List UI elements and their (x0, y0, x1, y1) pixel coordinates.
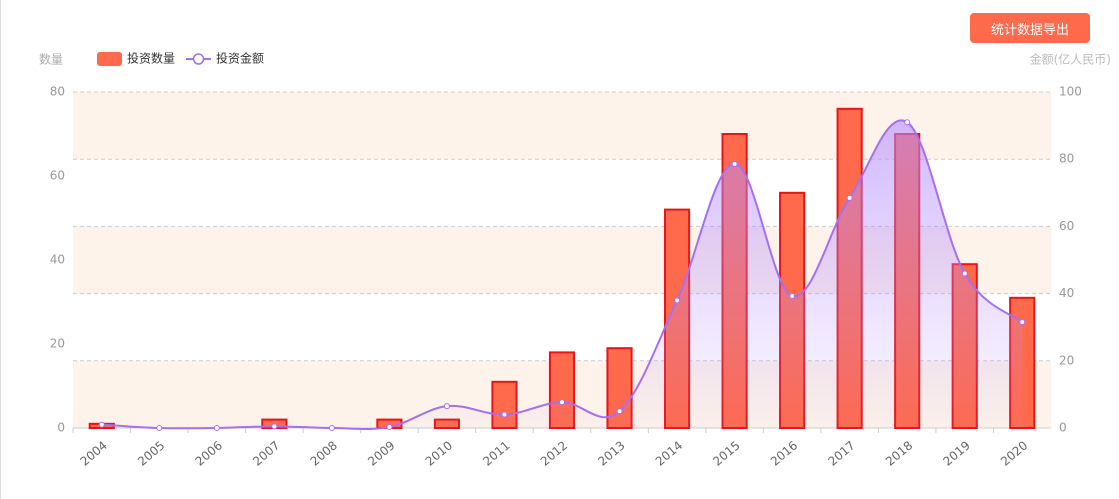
line (101, 119, 1023, 431)
point (156, 425, 163, 431)
x-tick-label: 2010 (423, 438, 455, 468)
point (98, 421, 105, 428)
legend-swatch (97, 52, 122, 66)
x-tick-label: 2012 (538, 438, 570, 468)
y2-tick-label: 60 (1059, 219, 1074, 233)
x-tick-label: 2008 (308, 438, 340, 468)
y2-tick-label: 0 (1059, 421, 1067, 435)
y-tick-label: 60 (50, 169, 65, 183)
x-tick-label: 2017 (825, 438, 857, 468)
y-axis-title: 数量 (39, 52, 63, 67)
point (559, 399, 565, 406)
point (271, 423, 278, 430)
x-tick-label: 2009 (365, 438, 397, 468)
point (731, 160, 738, 167)
y2-tick-label: 100 (1059, 85, 1082, 99)
point (1019, 319, 1026, 326)
x-tick-label: 2007 (250, 438, 282, 468)
y-tick-label: 40 (50, 253, 65, 267)
y2-tick-label: 80 (1059, 152, 1074, 166)
point (616, 408, 623, 415)
x-tick-label: 2020 (998, 438, 1030, 468)
y-tick-label: 20 (50, 337, 65, 351)
point (846, 194, 853, 201)
point (328, 425, 335, 431)
x-tick-label: 2004 (78, 438, 110, 468)
x-tick-label: 2011 (480, 438, 512, 468)
point (789, 292, 796, 299)
point (961, 270, 968, 277)
x-tick-label: 2014 (653, 438, 685, 468)
x-tick-label: 2013 (595, 438, 627, 468)
y2-tick-label: 40 (1059, 286, 1074, 300)
y-tick-label: 0 (57, 421, 65, 435)
x-tick-label: 2015 (710, 438, 742, 468)
legend-label: 投资数量 (127, 51, 175, 66)
x-tick-label: 2005 (135, 438, 167, 468)
point (674, 297, 681, 304)
x-tick-label: 2006 (193, 438, 225, 468)
point (904, 119, 911, 126)
x-tick-label: 2016 (768, 438, 800, 468)
point (213, 425, 220, 431)
x-tick-label: 2018 (883, 438, 915, 468)
x-tick-label: 2019 (940, 438, 972, 468)
point (386, 423, 393, 430)
y2-axis-title: 金额(亿人民币) (1030, 52, 1111, 67)
point (501, 411, 508, 418)
y-tick-label: 80 (50, 85, 65, 99)
legend-label: 投资金额 (216, 51, 264, 66)
y2-tick-label: 20 (1059, 353, 1074, 367)
area (101, 120, 1023, 430)
legend-swatch (192, 53, 205, 65)
point (443, 403, 450, 410)
export-button[interactable]: 统计数据导出 (970, 13, 1090, 43)
